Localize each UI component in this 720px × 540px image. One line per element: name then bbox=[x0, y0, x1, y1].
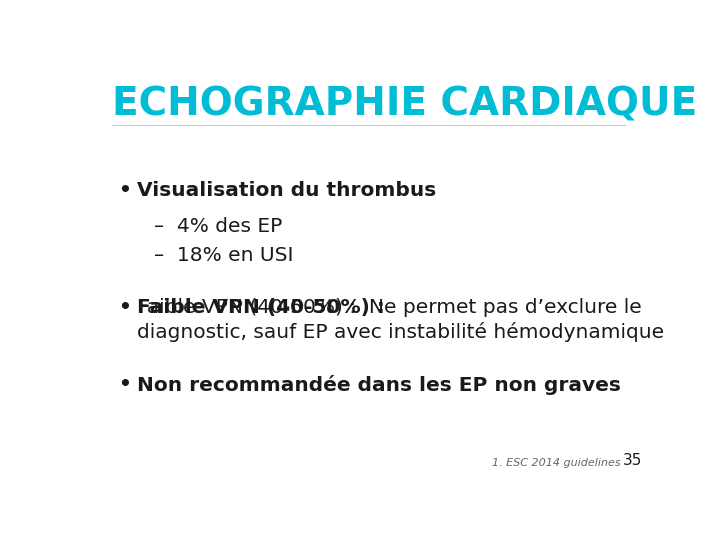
Text: Faible VPN (40-50%) :  Ne permet pas d’exclure le
diagnostic, sauf EP avec insta: Faible VPN (40-50%) : Ne permet pas d’ex… bbox=[138, 298, 665, 342]
Text: Visualisation du thrombus: Visualisation du thrombus bbox=[138, 181, 436, 200]
Text: –  4% des EP: – 4% des EP bbox=[154, 217, 282, 235]
Text: Faible VPN (40-50%) :: Faible VPN (40-50%) : bbox=[138, 298, 392, 316]
Text: 35: 35 bbox=[623, 453, 642, 468]
Text: •: • bbox=[118, 298, 131, 316]
Text: 1. ESC 2014 guidelines: 1. ESC 2014 guidelines bbox=[492, 458, 621, 468]
Text: •: • bbox=[118, 181, 131, 200]
Text: –  18% en USI: – 18% en USI bbox=[154, 246, 294, 265]
Text: ECHOGRAPHIE CARDIAQUE: ECHOGRAPHIE CARDIAQUE bbox=[112, 85, 698, 124]
Text: •: • bbox=[118, 375, 131, 394]
Text: Non recommandée dans les EP non graves: Non recommandée dans les EP non graves bbox=[138, 375, 621, 395]
